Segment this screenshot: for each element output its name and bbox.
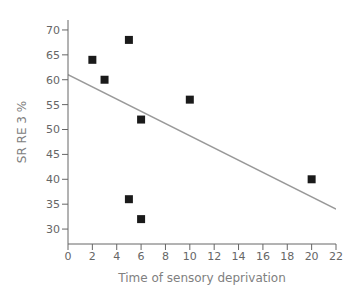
svg-text:2: 2 <box>89 250 96 263</box>
svg-text:70: 70 <box>46 24 60 37</box>
svg-text:22: 22 <box>329 250 343 263</box>
svg-text:0: 0 <box>65 250 72 263</box>
svg-text:50: 50 <box>46 123 60 136</box>
svg-text:12: 12 <box>207 250 221 263</box>
svg-text:10: 10 <box>183 250 197 263</box>
svg-text:60: 60 <box>46 74 60 87</box>
svg-text:45: 45 <box>46 148 60 161</box>
svg-text:35: 35 <box>46 198 60 211</box>
svg-text:65: 65 <box>46 49 60 62</box>
svg-text:40: 40 <box>46 173 60 186</box>
svg-text:30: 30 <box>46 223 60 236</box>
svg-text:4: 4 <box>113 250 120 263</box>
svg-text:55: 55 <box>46 99 60 112</box>
svg-text:14: 14 <box>232 250 246 263</box>
svg-text:Time of sensory deprivation: Time of sensory deprivation <box>117 271 286 285</box>
svg-text:8: 8 <box>162 250 169 263</box>
svg-text:6: 6 <box>138 250 145 263</box>
svg-text:16: 16 <box>256 250 270 263</box>
svg-text:20: 20 <box>305 250 319 263</box>
svg-text:18: 18 <box>280 250 294 263</box>
svg-text:SR RE 3 %: SR RE 3 % <box>15 101 29 163</box>
